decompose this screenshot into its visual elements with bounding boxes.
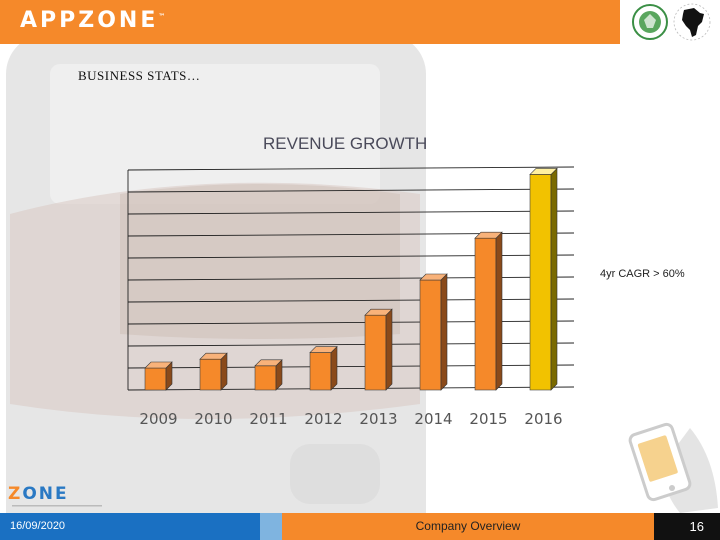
gridline — [127, 298, 575, 303]
zone-logo: ZONE — [8, 484, 69, 504]
chart-x-labels: 2009 2010 2011 2012 2013 2014 2015 2016 — [139, 410, 562, 428]
bar-2013 — [364, 308, 393, 391]
x-tick-label: 2013 — [359, 410, 397, 428]
bar-2016 — [529, 167, 558, 391]
footer-date: 16/09/2020 — [10, 520, 66, 532]
gridline — [127, 386, 575, 391]
gridline — [127, 210, 575, 215]
gridline — [127, 342, 575, 347]
zone-logo-tagline-decoration — [12, 505, 102, 507]
gridline — [127, 364, 575, 369]
gridline — [127, 188, 575, 193]
bar-2012 — [309, 345, 338, 391]
x-tick-label: 2014 — [414, 410, 452, 428]
page-number: 16 — [689, 519, 704, 534]
cagr-annotation: 4yr CAGR > 60% — [600, 268, 685, 280]
gridline — [127, 232, 575, 237]
x-tick-label: 2010 — [194, 410, 232, 428]
africa-map-icon — [673, 3, 711, 41]
gridline — [127, 320, 575, 325]
bar-2009 — [144, 361, 173, 391]
chart-bars — [144, 167, 558, 391]
section-label: BUSINESS STATS… — [78, 68, 201, 83]
x-tick-label: 2015 — [469, 410, 507, 428]
x-tick-label: 2012 — [304, 410, 342, 428]
bar-2010 — [199, 352, 228, 391]
header-bar: APPZONE™ — [0, 0, 620, 44]
phone-in-hand-icon — [628, 422, 718, 513]
badge-seal-icon — [632, 4, 668, 40]
chart-gridlines — [127, 166, 575, 391]
appzone-logo: APPZONE™ — [20, 8, 166, 33]
bar-2015 — [474, 231, 503, 391]
x-tick-label: 2011 — [249, 410, 287, 428]
chart-title: REVENUE GROWTH — [263, 134, 428, 153]
gridline — [127, 254, 575, 259]
gridline — [127, 276, 575, 281]
bar-2014 — [419, 273, 448, 391]
bar-2011 — [254, 359, 283, 391]
gridline — [127, 166, 575, 171]
x-tick-label: 2016 — [524, 410, 562, 428]
footer-title: Company Overview — [415, 519, 521, 533]
footer-bar: 16/09/2020 Company Overview 16 — [0, 513, 720, 540]
x-tick-label: 2009 — [139, 410, 177, 428]
partner-badges — [620, 0, 720, 44]
